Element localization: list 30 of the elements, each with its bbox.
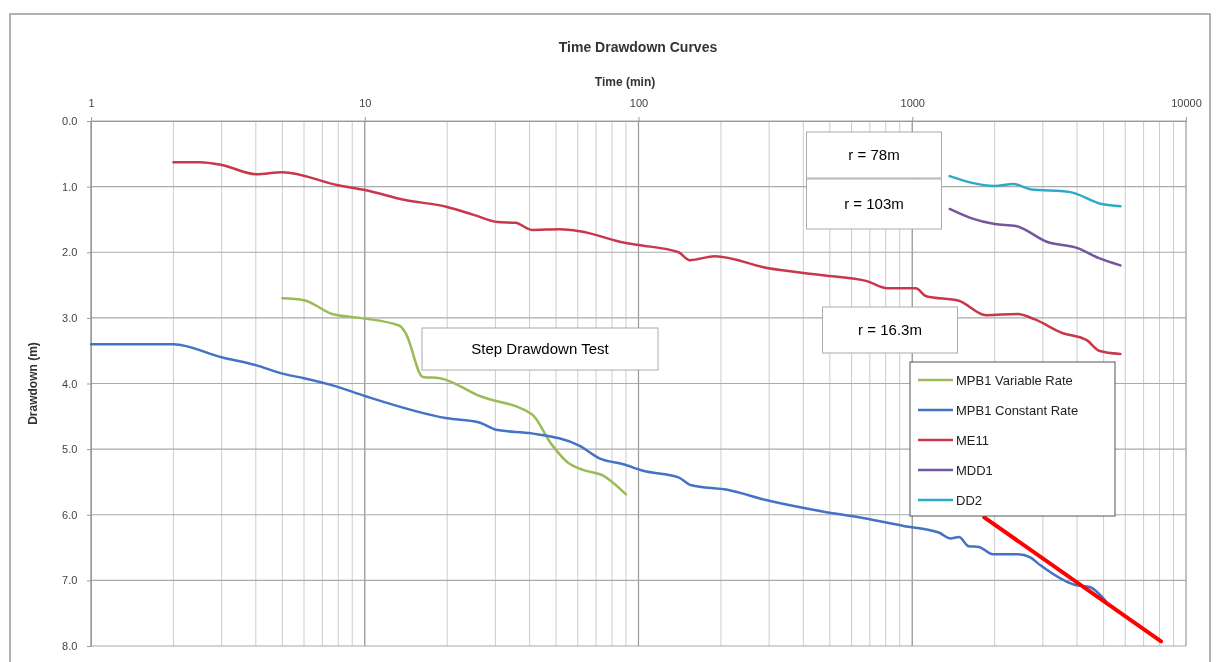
annotation: r = 103m <box>844 195 904 212</box>
text-box: r = 78m <box>806 131 942 179</box>
annotation: r = 16.3m <box>858 321 922 338</box>
legend-label: ME11 <box>956 433 989 448</box>
x-tick-label: 1 <box>88 97 95 110</box>
text-box: Step Drawdown Test <box>421 327 659 371</box>
legend-label: MDD1 <box>956 463 993 478</box>
y-tick-label: 6.0 <box>62 508 78 521</box>
annotation: r = 78m <box>848 146 900 163</box>
y-tick-label: 8.0 <box>62 640 78 653</box>
y-axis-title: Drawdown (m) <box>26 342 40 425</box>
legend-label: MPB1 Constant Rate <box>956 403 1079 418</box>
text-box: r = 103m <box>806 178 942 230</box>
legend-label: MPB1 Variable Rate <box>956 373 1073 388</box>
y-tick-label: 2.0 <box>62 246 78 259</box>
chart-title: Time Drawdown Curves <box>558 39 718 55</box>
y-tick-label: 7.0 <box>62 574 78 587</box>
annotation: Step Drawdown Test <box>471 340 610 357</box>
x-tick-label: 1000 <box>900 97 925 110</box>
y-tick-label: 5.0 <box>62 443 78 456</box>
y-tick-label: 4.0 <box>62 377 78 390</box>
x-tick-label: 10 <box>359 97 372 110</box>
y-tick-label: 3.0 <box>62 311 78 324</box>
x-axis-title: Time (min) <box>594 75 656 89</box>
legend-label: DD2 <box>956 493 983 508</box>
y-tick-label: 1.0 <box>62 180 78 193</box>
x-tick-label: 10000 <box>1171 97 1202 110</box>
text-box: r = 16.3m <box>822 306 958 354</box>
x-tick-label: 100 <box>629 97 649 110</box>
y-tick-label: 0.0 <box>62 115 78 128</box>
